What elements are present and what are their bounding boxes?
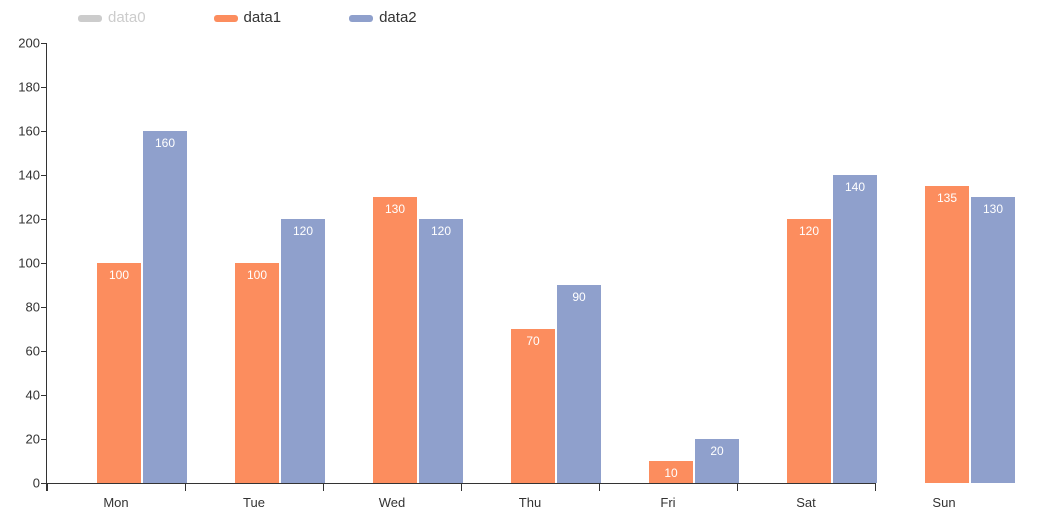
y-axis-tick [41,87,46,88]
bar-value-label: 20 [710,444,724,458]
legend-label-data1: data1 [243,9,282,26]
legend-item-data1[interactable]: data1 [213,6,282,30]
y-axis-tick [41,351,46,352]
y-axis-label: 60 [25,343,40,359]
bar-value-label: 70 [526,334,540,348]
bar-value-label: 160 [154,136,176,150]
x-axis-label: Wed [378,495,406,510]
x-axis-label: Fri [660,495,676,510]
bar-data1-wed[interactable]: 130 [373,197,417,483]
bar-data1-mon[interactable]: 100 [97,263,141,483]
bar-value-label: 100 [108,268,130,282]
bar-data1-fri[interactable]: 10 [649,461,693,483]
x-axis-tick [461,483,462,491]
x-axis-label: Sun [932,495,956,510]
legend-item-data2[interactable]: data2 [349,6,417,30]
bar-data2-wed[interactable]: 120 [419,219,463,483]
bar-data2-thu[interactable]: 90 [557,285,601,483]
y-axis-tick [41,395,46,396]
bar-value-label: 90 [572,290,586,304]
y-axis-label: 200 [18,35,40,51]
y-axis-tick [41,43,46,44]
bar-value-label: 140 [844,180,866,194]
bar-data1-thu[interactable]: 70 [511,329,555,483]
y-axis-tick [41,439,46,440]
bar-value-label: 135 [936,191,958,205]
y-axis-label: 80 [25,299,40,315]
y-axis-label: 120 [18,211,40,227]
y-axis-tick [41,263,46,264]
x-axis-label: Sat [796,495,816,510]
y-axis-line [46,43,47,491]
legend-item-data0[interactable]: data0 [78,6,146,30]
y-axis-label: 40 [25,387,40,403]
y-axis-tick [41,219,46,220]
x-axis-tick [875,483,876,491]
bar-value-label: 100 [246,268,268,282]
x-axis-tick [323,483,324,491]
y-axis-tick [41,483,46,484]
bar-value-label: 130 [982,202,1004,216]
x-axis-tick [599,483,600,491]
bar-data1-tue[interactable]: 100 [235,263,279,483]
y-axis-label: 100 [18,255,40,271]
bar-data2-mon[interactable]: 160 [143,131,187,483]
x-axis-label: Tue [243,495,265,510]
y-axis-label: 140 [18,167,40,183]
y-axis-tick [41,307,46,308]
x-axis-tick [737,483,738,491]
bar-data2-sun[interactable]: 130 [971,197,1015,483]
y-axis-label: 180 [18,79,40,95]
bar-value-label: 120 [798,224,820,238]
bar-data1-sat[interactable]: 120 [787,219,831,483]
bar-data2-fri[interactable]: 20 [695,439,739,483]
bar-data2-tue[interactable]: 120 [281,219,325,483]
bar-data2-sat[interactable]: 140 [833,175,877,483]
bar-data1-sun[interactable]: 135 [925,186,969,483]
legend-marker-data1-icon [213,14,238,22]
y-axis-label: 160 [18,123,40,139]
x-axis-tick [47,483,48,491]
legend: data0 data1 data2 [78,6,417,30]
legend-label-data2: data2 [379,9,417,26]
y-axis-tick [41,131,46,132]
bar-value-label: 120 [430,224,452,238]
y-axis-tick [41,175,46,176]
y-axis-label: 20 [25,431,40,447]
y-axis-label: 0 [32,475,40,491]
legend-marker-data2-icon [349,14,374,22]
bar-value-label: 120 [292,224,314,238]
x-axis-tick [185,483,186,491]
legend-marker-data0-icon [78,14,102,22]
bar-value-label: 130 [384,202,406,216]
bar-value-label: 10 [664,466,678,480]
legend-label-data0: data0 [108,9,146,26]
x-axis-label: Mon [103,495,129,510]
x-axis-label: Thu [518,495,542,510]
